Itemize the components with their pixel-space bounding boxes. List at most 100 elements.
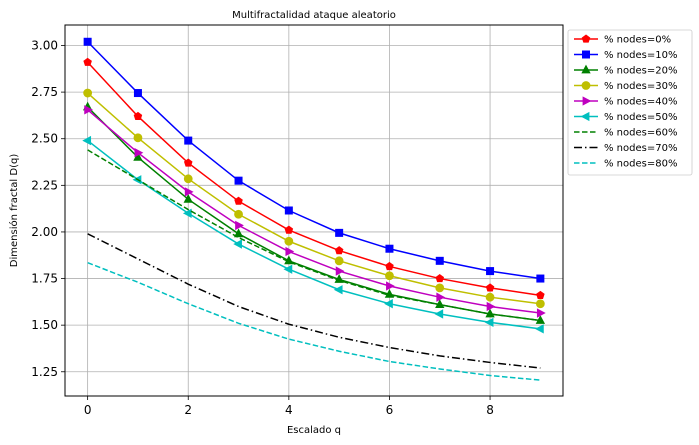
series-line-nodes-10	[87, 41, 541, 280]
legend-label: % nodes=0%	[604, 35, 671, 46]
series-line-nodes-80	[87, 262, 541, 381]
data-point-nodes-30	[83, 88, 93, 98]
data-point-nodes-0	[183, 158, 193, 167]
data-point-nodes-30	[183, 174, 193, 184]
data-point-nodes-30	[334, 256, 344, 266]
legend-entry-nodes-60: % nodes=60%	[574, 128, 677, 139]
legend-entry-nodes-40: % nodes=40%	[574, 96, 677, 108]
data-point-nodes-50	[484, 317, 494, 328]
data-point-nodes-40	[335, 266, 345, 276]
data-point-nodes-20	[183, 193, 193, 203]
legend-entry-nodes-20: % nodes=20%	[574, 64, 677, 77]
data-point-nodes-0	[385, 261, 394, 271]
data-point-nodes-50	[182, 208, 192, 218]
data-point-nodes-40	[184, 187, 194, 197]
data-point-nodes-20	[334, 274, 344, 283]
data-point-nodes-10	[234, 176, 243, 185]
series-line-nodes-0	[87, 61, 541, 297]
data-point-nodes-10	[335, 228, 344, 237]
legend-label: % nodes=10%	[604, 50, 677, 61]
legend-label: % nodes=50%	[604, 112, 677, 123]
y-tick-label: 2.75	[31, 85, 58, 99]
data-point-nodes-0	[83, 57, 92, 66]
data-point-nodes-30	[284, 236, 294, 246]
data-point-nodes-50	[384, 299, 393, 309]
series-line-nodes-30	[87, 92, 541, 305]
series-group	[82, 37, 546, 381]
legend-label: % nodes=70%	[604, 143, 677, 154]
y-tick-label: 1.25	[31, 365, 58, 379]
data-point-nodes-0	[485, 283, 495, 292]
data-point-nodes-40	[235, 220, 244, 231]
series-line-nodes-40	[87, 109, 541, 314]
data-point-nodes-30	[385, 271, 394, 281]
y-tick-label: 3.00	[31, 39, 58, 53]
data-point-nodes-50	[333, 285, 343, 295]
data-point-nodes-10	[486, 267, 495, 276]
series-line-nodes-60	[87, 149, 541, 322]
data-point-nodes-10	[536, 274, 545, 283]
data-point-nodes-40	[285, 246, 295, 257]
x-tick-label: 8	[486, 403, 494, 417]
legend-label: % nodes=60%	[604, 128, 677, 139]
legend-label: % nodes=80%	[604, 159, 677, 170]
legend-label: % nodes=20%	[604, 66, 677, 77]
x-tick-label: 4	[285, 403, 293, 417]
data-point-nodes-10	[385, 244, 394, 253]
ticks: 0 2 4 6 8 1.25 1.50 1.75 2.00 2.25 2.50 2.75 3.00	[31, 39, 494, 417]
data-point-nodes-0	[435, 274, 445, 283]
legend-entry-nodes-70: % nodes=70%	[574, 143, 677, 154]
legend-entry-nodes-10: % nodes=10%	[574, 50, 677, 61]
data-point-nodes-50	[82, 135, 92, 146]
data-point-nodes-30	[535, 299, 545, 309]
data-point-nodes-0	[284, 225, 294, 234]
y-tick-label: 2.00	[31, 225, 58, 239]
y-tick-label: 2.25	[31, 178, 58, 192]
legend-label: % nodes=30%	[604, 81, 677, 92]
series-line-nodes-50	[87, 139, 541, 330]
data-point-nodes-50	[434, 309, 444, 319]
data-point-nodes-40	[486, 301, 496, 312]
data-point-nodes-30	[234, 209, 243, 219]
data-point-nodes-50	[535, 324, 544, 334]
legend-entry-nodes-30: % nodes=30%	[574, 81, 677, 92]
data-point-nodes-30	[435, 283, 445, 293]
legend-label: % nodes=40%	[604, 97, 677, 108]
data-point-nodes-40	[536, 308, 546, 318]
data-point-nodes-0	[536, 290, 545, 299]
data-point-nodes-40	[386, 281, 395, 291]
data-point-nodes-30	[485, 292, 495, 302]
legend-marker	[581, 34, 591, 43]
legend-box	[567, 29, 693, 176]
data-point-nodes-40	[436, 292, 446, 302]
data-point-nodes-0	[234, 196, 243, 205]
data-point-nodes-0	[133, 111, 143, 120]
y-axis-label: Dimensión fractal D(q)	[8, 154, 20, 268]
data-point-nodes-10	[284, 206, 293, 215]
x-tick-label: 0	[84, 403, 92, 417]
data-point-nodes-10	[184, 136, 193, 145]
chart-title: Multifractalidad ataque aleatorio	[232, 10, 396, 21]
legend-marker	[581, 81, 591, 90]
data-point-nodes-10	[83, 37, 92, 46]
data-point-nodes-10	[133, 89, 142, 98]
x-tick-label: 2	[184, 403, 192, 417]
data-point-nodes-0	[334, 246, 344, 255]
data-point-nodes-50	[283, 264, 293, 274]
series-line-nodes-70	[87, 233, 541, 369]
legend-entry-nodes-80: % nodes=80%	[574, 159, 677, 170]
data-point-nodes-40	[84, 105, 93, 115]
y-tick-label: 1.50	[31, 318, 58, 332]
data-point-nodes-10	[435, 256, 444, 265]
data-point-nodes-40	[134, 148, 144, 158]
legend-entry-nodes-50: % nodes=50%	[574, 111, 677, 123]
plot-frame	[64, 24, 564, 397]
legend-marker	[582, 96, 592, 106]
x-tick-label: 6	[386, 403, 394, 417]
data-point-nodes-20	[233, 228, 244, 238]
data-point-nodes-30	[133, 133, 143, 143]
data-point-nodes-50	[233, 239, 242, 249]
legend: % nodes=0% % nodes=10% % nodes=20% % nodes=…	[567, 29, 693, 176]
y-tick-label: 1.75	[31, 272, 58, 286]
